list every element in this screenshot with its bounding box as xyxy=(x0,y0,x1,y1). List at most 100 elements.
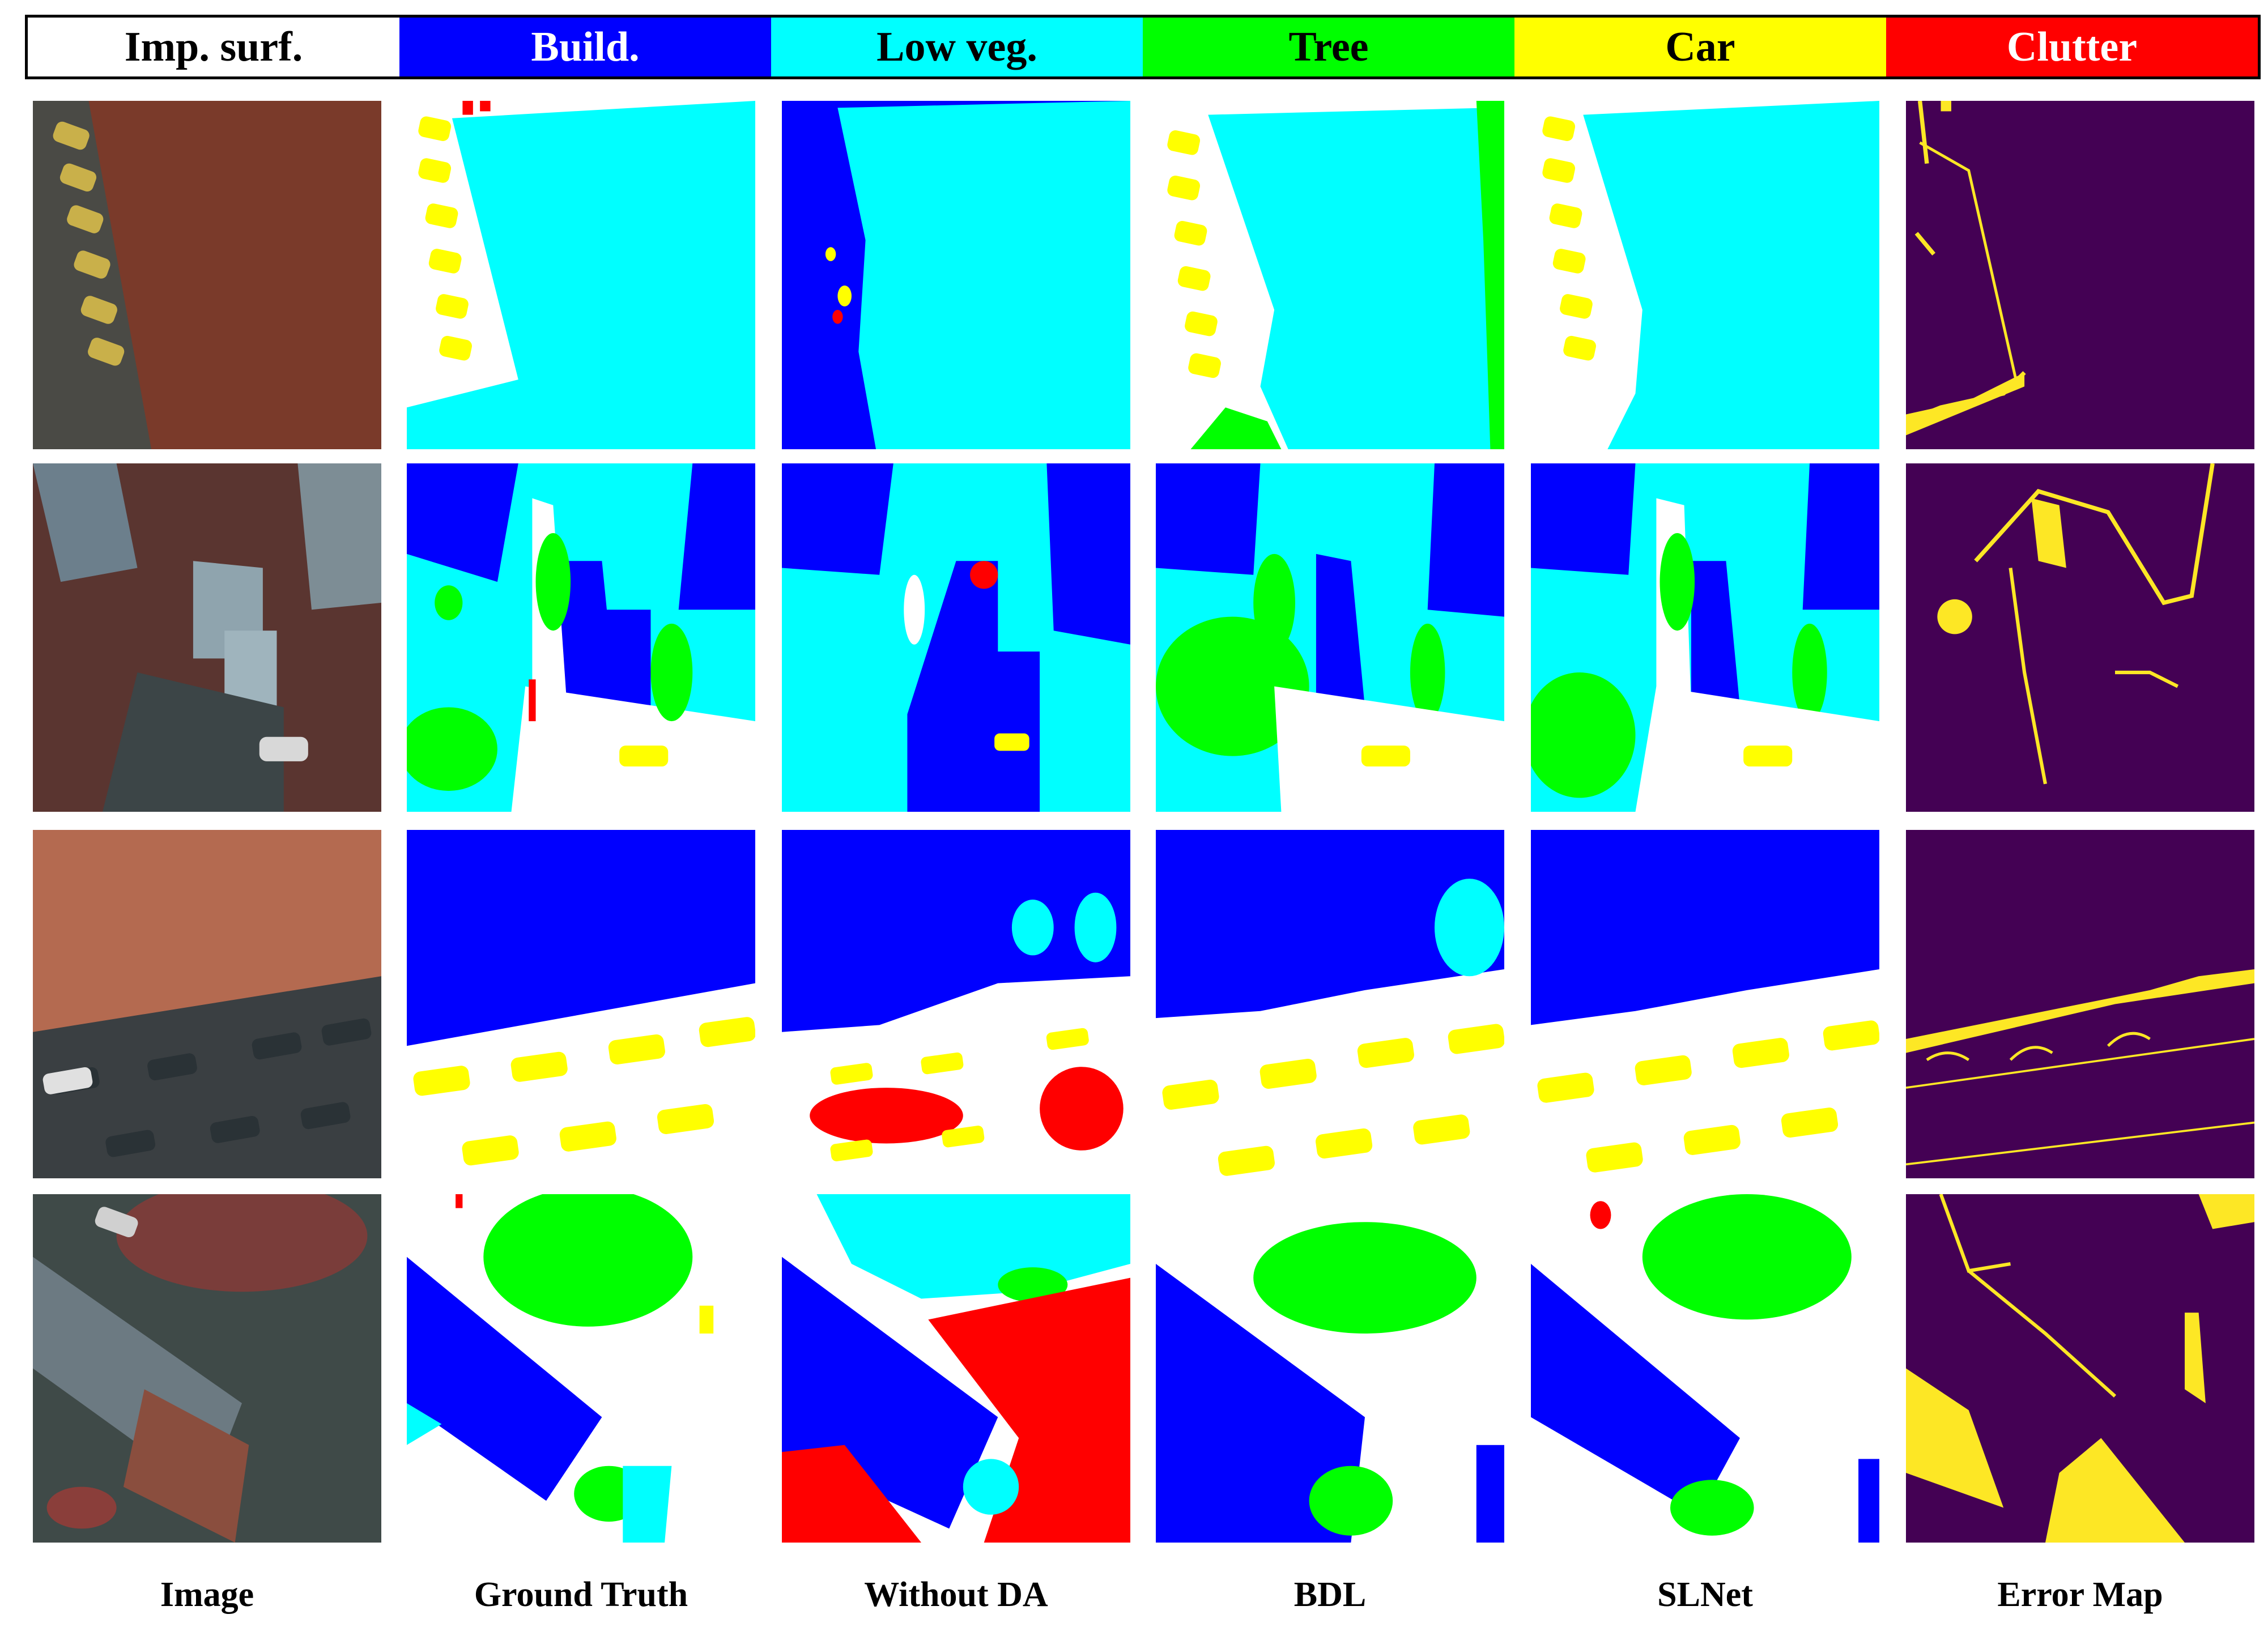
car-region xyxy=(1552,249,1586,274)
building-region xyxy=(1156,830,1504,1019)
tree-region xyxy=(1309,1466,1393,1536)
error-region xyxy=(1906,372,2025,436)
clutter-region xyxy=(480,101,491,112)
bdl-panel-row-4 xyxy=(1156,1194,1504,1543)
car-region xyxy=(1586,1142,1643,1173)
car-region xyxy=(462,1135,519,1166)
car-region xyxy=(1177,266,1211,291)
building-region xyxy=(407,1256,602,1501)
car-region xyxy=(1743,746,1793,767)
error-region xyxy=(1937,599,1972,634)
car-region xyxy=(147,1053,197,1081)
tree-region xyxy=(483,1194,693,1327)
bdl-panel-row-1 xyxy=(1156,101,1504,449)
slnet-panel-row-3 xyxy=(1531,830,1879,1178)
car-region xyxy=(1823,1020,1879,1051)
car-region xyxy=(942,1126,985,1148)
car-region xyxy=(657,1104,714,1134)
error-region xyxy=(1939,1194,2117,1398)
tree-region xyxy=(1156,616,1309,756)
car-region xyxy=(1560,294,1593,319)
legend-low-vegetation: Low veg. xyxy=(771,18,1143,76)
error-map-panel-row-1 xyxy=(1906,101,2254,449)
error-map-panel-row-2 xyxy=(1906,463,2254,812)
car-region xyxy=(1549,203,1582,228)
without-da-panel-row-3 xyxy=(782,830,1130,1178)
car-region xyxy=(1542,158,1576,183)
slnet-panel-row-2 xyxy=(1531,463,1879,812)
error-region xyxy=(1941,101,1951,112)
building-region xyxy=(1316,553,1365,708)
tree-region xyxy=(535,533,571,631)
car-region xyxy=(699,1017,755,1047)
image-panel-row-1 xyxy=(33,101,381,449)
clutter-region xyxy=(970,561,998,589)
tree-area xyxy=(116,1194,368,1292)
car-region xyxy=(418,116,452,141)
tree-region xyxy=(407,707,497,791)
bdl-panel-row-2 xyxy=(1156,463,1504,812)
building-region xyxy=(1476,1445,1504,1543)
car-region xyxy=(699,1305,714,1334)
low-vegetation-region xyxy=(837,101,1130,449)
low-vegetation-region xyxy=(963,1459,1019,1515)
roof-area xyxy=(297,463,381,610)
error-region xyxy=(2185,1313,2206,1403)
error-region xyxy=(1926,1032,2151,1061)
error-region xyxy=(2198,1194,2254,1229)
building-region xyxy=(1156,463,1261,575)
building-region xyxy=(1531,463,1636,575)
clutter-region xyxy=(462,101,473,115)
car-region xyxy=(1357,1038,1414,1068)
car-region xyxy=(1167,130,1201,155)
image-panel-row-3 xyxy=(33,830,381,1178)
car-region xyxy=(1563,335,1596,361)
car-region xyxy=(1316,1128,1373,1158)
building-region xyxy=(1046,463,1130,645)
building-region xyxy=(407,830,755,1046)
car-region xyxy=(1174,220,1207,246)
class-legend: Imp. surf. Build. Low veg. Tree Car Clutter xyxy=(25,15,2261,79)
car-region xyxy=(74,250,110,279)
road-area xyxy=(33,976,381,1178)
car-region xyxy=(42,1067,93,1094)
clutter-region xyxy=(1040,1067,1124,1151)
car-region xyxy=(67,205,104,233)
car-region xyxy=(252,1032,302,1060)
low-vegetation-region xyxy=(407,101,755,449)
error-region xyxy=(1906,1038,2254,1166)
building-region xyxy=(1531,1264,1740,1515)
building-region xyxy=(1156,1264,1365,1543)
car-region xyxy=(1635,1055,1692,1085)
tree-region xyxy=(1410,623,1445,722)
car-region xyxy=(1361,746,1410,767)
car-region xyxy=(1732,1038,1789,1068)
car-region xyxy=(436,294,469,319)
road-area xyxy=(103,672,284,812)
field-area xyxy=(88,101,381,449)
legend-building: Build. xyxy=(399,18,771,76)
car-region xyxy=(439,335,472,361)
ground-truth-panel-row-2 xyxy=(407,463,755,812)
building-region xyxy=(1531,830,1879,1025)
bdl-panel-row-3 xyxy=(1156,830,1504,1178)
roof-area xyxy=(33,463,138,582)
error-region xyxy=(1919,141,2019,387)
legend-impervious-surface: Imp. surf. xyxy=(28,18,399,76)
without-da-panel-row-4 xyxy=(782,1194,1130,1543)
legend-clutter: Clutter xyxy=(1886,18,2258,76)
ground-truth-panel-row-4 xyxy=(407,1194,755,1543)
column-label-slnet: SLNet xyxy=(1657,1575,1753,1614)
car-region xyxy=(59,163,97,192)
car-region xyxy=(1781,1107,1839,1138)
without-da-panel-row-1 xyxy=(782,101,1130,449)
column-label-ground-truth: Ground Truth xyxy=(474,1575,688,1614)
slnet-panel-row-4 xyxy=(1531,1194,1879,1543)
building-region xyxy=(782,463,893,575)
car-region xyxy=(830,1063,873,1085)
car-region xyxy=(994,733,1029,751)
tree-region xyxy=(998,1267,1068,1302)
error-region xyxy=(2009,568,2179,785)
error-region xyxy=(1906,969,2254,1053)
